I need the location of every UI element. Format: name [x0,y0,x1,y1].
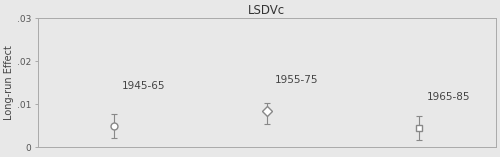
Text: 1965-85: 1965-85 [427,92,470,102]
Title: LSDVc: LSDVc [248,4,286,17]
Text: 1945-65: 1945-65 [122,81,165,91]
Text: 1955-75: 1955-75 [274,75,318,85]
Y-axis label: Long-run Effect: Long-run Effect [4,45,14,120]
